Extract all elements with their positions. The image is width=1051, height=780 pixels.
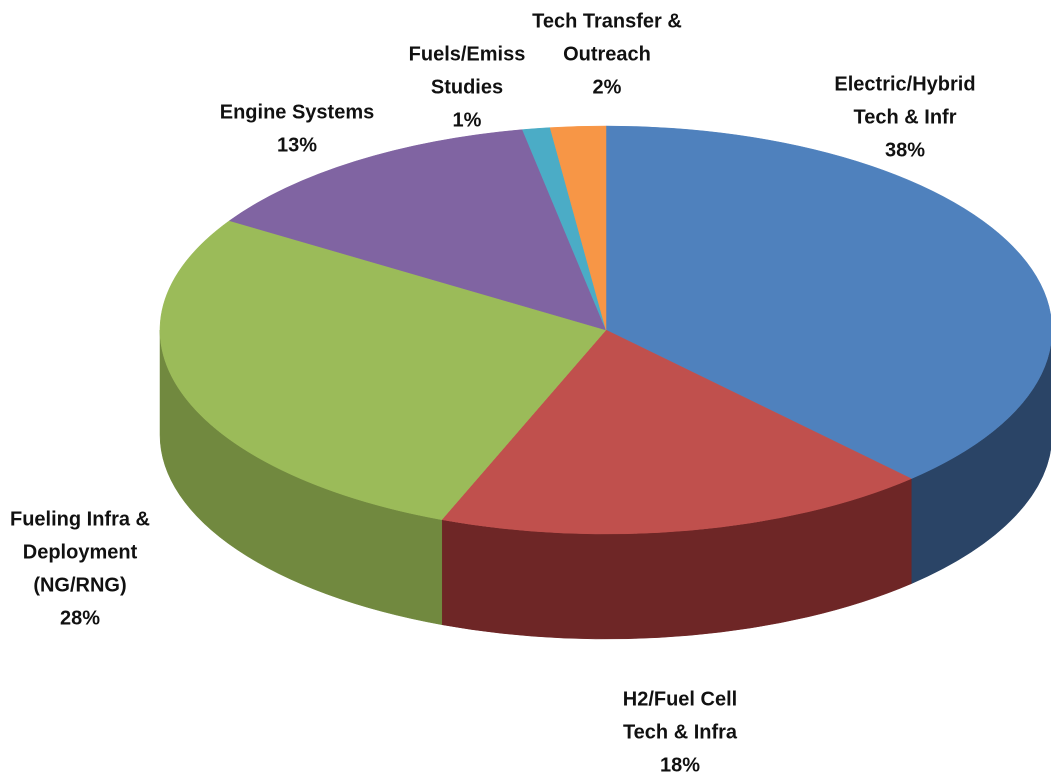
slice — [605, 125, 1051, 479]
slice — [159, 220, 607, 520]
slice-label: Tech & Infr — [854, 106, 957, 128]
slice-value-label: 13% — [277, 134, 317, 156]
slice-value-label: 28% — [60, 607, 100, 629]
slice-value-label: 2% — [593, 76, 622, 98]
slice-label: (NG/RNG) — [33, 574, 126, 596]
slice-label: Outreach — [563, 43, 651, 65]
slice-value-label: 18% — [660, 754, 700, 776]
slice — [549, 125, 607, 331]
slice-label: H2/Fuel Cell — [623, 688, 737, 710]
slice — [441, 329, 912, 535]
slice-label: Deployment — [23, 541, 138, 563]
slice-label: Tech Transfer & — [532, 10, 682, 32]
slice-value-label: 38% — [885, 139, 925, 161]
slice-label: Electric/Hybrid — [834, 73, 975, 95]
slice-label: Fuels/Emiss — [409, 43, 526, 65]
slice-label: Tech & Infra — [623, 721, 738, 743]
slice-label: Fueling Infra & — [10, 508, 150, 530]
slice-value-label: 1% — [453, 109, 482, 131]
slice-label: Studies — [431, 76, 503, 98]
slice-label: Engine Systems — [220, 101, 375, 123]
slice — [228, 129, 607, 331]
